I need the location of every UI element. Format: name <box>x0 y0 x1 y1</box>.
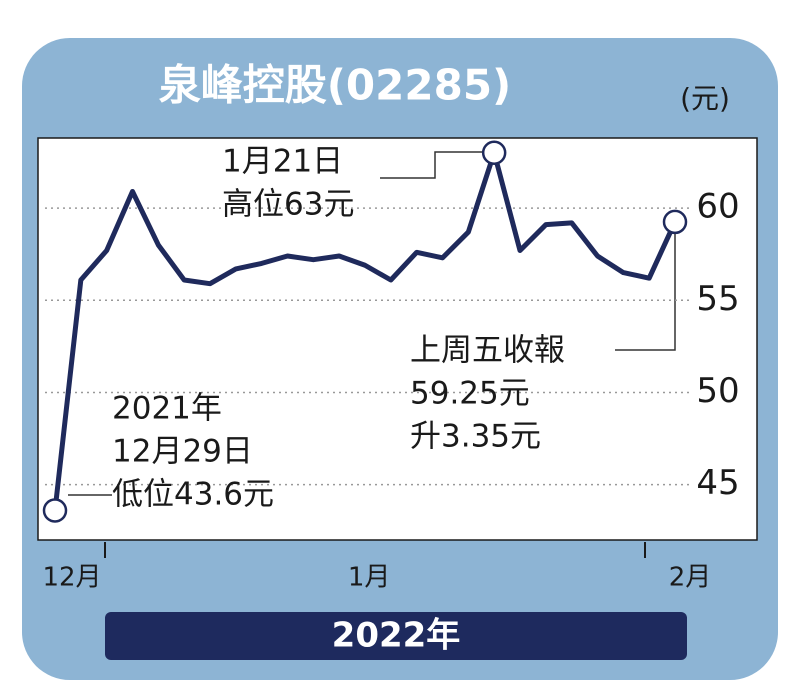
plot-area <box>37 137 758 541</box>
annotation: 低位43.6元 <box>112 477 274 513</box>
point-marker <box>42 498 68 523</box>
annotation: 12月29日 <box>112 434 253 470</box>
annotation: 1月21日 <box>222 144 343 180</box>
annotation: 上周五收報 <box>410 333 565 369</box>
x-tick-label: 1月 <box>348 563 391 593</box>
y-tick-label: 60 <box>696 187 739 227</box>
x-tick-label: 2月 <box>669 563 712 593</box>
y-tick-label: 45 <box>696 463 739 503</box>
annotation-leader <box>380 151 490 179</box>
annotation: 高位63元 <box>222 187 354 223</box>
annotation: 59.25元 <box>410 376 530 412</box>
year-bar <box>105 612 687 660</box>
point-marker <box>481 140 507 166</box>
annotation: 升3.35元 <box>410 419 541 455</box>
annotation-leader <box>615 218 676 351</box>
year-label: 2022年 <box>332 616 461 656</box>
unit-label: (元) <box>680 82 730 115</box>
line <box>52 150 678 511</box>
y-tick-label: 50 <box>696 371 739 411</box>
annotation: 2021年 <box>112 391 222 427</box>
point-marker <box>662 209 688 235</box>
x-tick-label: 12月 <box>42 563 101 593</box>
chart-title: 泉峰控股(02285) <box>159 61 512 110</box>
y-tick-label: 55 <box>696 279 739 319</box>
